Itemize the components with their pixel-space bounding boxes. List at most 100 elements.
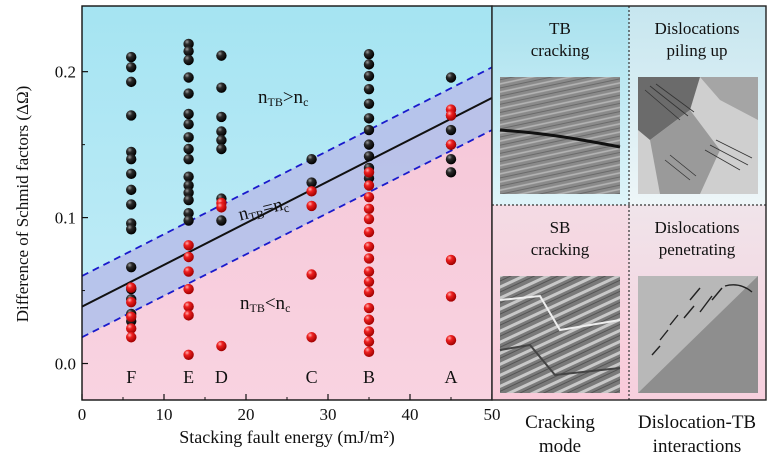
data-point-red	[363, 241, 375, 252]
boundary-line	[82, 97, 492, 308]
data-point-black	[445, 124, 457, 136]
data-point-red	[306, 269, 317, 280]
data-point-black	[183, 180, 194, 191]
caption-dislocation-tb-line2: interactions	[653, 436, 742, 457]
data-point-black	[216, 215, 227, 226]
data-point-red	[306, 200, 317, 212]
data-point-black	[183, 46, 194, 57]
panel-title-line2: piling up	[667, 41, 728, 60]
data-point-black	[363, 139, 375, 150]
data-point-black	[363, 98, 375, 109]
data-point-red	[363, 167, 375, 178]
caption-cracking-mode-line2: mode	[539, 436, 581, 457]
data-point-black	[363, 48, 375, 60]
data-point-red	[183, 240, 194, 251]
data-point-red	[183, 310, 194, 321]
data-point-black	[126, 154, 137, 165]
data-point-red	[363, 286, 375, 298]
data-point-red	[363, 180, 375, 191]
data-point-black	[216, 126, 227, 137]
micrograph-image-sb-cracking	[499, 276, 621, 393]
data-point-black	[363, 59, 375, 70]
material-label: F	[126, 367, 136, 387]
data-point-black	[183, 208, 194, 219]
data-point-black	[126, 184, 137, 196]
data-point-red	[445, 254, 457, 266]
x-tick-label: 50	[484, 405, 501, 424]
data-point-red	[126, 323, 137, 334]
panel-title-line2: cracking	[531, 41, 590, 60]
x-tick-label: 0	[78, 405, 87, 424]
data-point-black	[216, 50, 227, 61]
data-point-black	[183, 215, 194, 226]
data-point-black	[216, 143, 227, 155]
data-point-black	[306, 177, 317, 188]
material-label: C	[306, 367, 318, 387]
micrograph-image-dislocations-penetrating	[638, 276, 758, 393]
panel-title-line1: Dislocations	[655, 218, 740, 237]
data-point-black	[363, 83, 375, 95]
material-label: D	[215, 367, 228, 387]
data-point-black	[183, 171, 194, 182]
data-point-red	[363, 314, 375, 325]
x-tick-label: 10	[156, 405, 173, 424]
data-point-black	[363, 70, 375, 82]
data-point-red	[126, 311, 137, 323]
data-point-red	[183, 301, 194, 312]
data-point-black	[363, 124, 375, 136]
data-point-red	[363, 266, 375, 277]
data-point-black	[126, 168, 137, 180]
data-point-black	[126, 199, 137, 210]
data-point-red	[445, 334, 457, 346]
data-points	[126, 38, 457, 360]
x-tick-label: 40	[402, 405, 419, 424]
panel-title-line1: TB	[549, 19, 571, 38]
data-point-red	[306, 332, 317, 343]
data-point-black	[183, 143, 194, 155]
data-point-red	[363, 203, 375, 215]
y-axis-label: Difference of Schmid factors (ΔΩ)	[13, 86, 32, 323]
region-label-upper: nTB>nc	[258, 87, 308, 109]
data-point-red	[183, 251, 194, 263]
data-point-black	[183, 72, 194, 83]
data-point-red	[306, 186, 317, 197]
data-point-black	[363, 113, 375, 124]
data-point-red	[363, 326, 375, 337]
micrograph-image-dislocations-piling-up	[638, 77, 758, 194]
data-point-black	[216, 135, 227, 146]
micrograph-image-tb-cracking	[499, 77, 621, 194]
panel-title-line1: Dislocations	[655, 19, 740, 38]
data-point-red	[445, 291, 457, 302]
data-point-black	[216, 82, 227, 93]
material-label: A	[445, 367, 458, 387]
data-point-red	[363, 213, 375, 225]
data-point-red	[363, 302, 375, 314]
data-point-black	[183, 38, 194, 50]
micrograph-panels: TB cracking Dislocations piling up SB cr…	[491, 5, 767, 401]
panel-title-line1: SB	[550, 218, 571, 237]
data-point-red	[126, 332, 137, 343]
data-point-red	[363, 253, 375, 264]
caption-dislocation-tb-line1: Dislocation-TB	[638, 412, 756, 433]
data-point-red	[126, 297, 137, 308]
data-point-red	[363, 276, 375, 287]
data-point-black	[445, 154, 457, 165]
y-tick-label: 0.1	[55, 209, 76, 228]
data-point-red	[363, 226, 375, 238]
data-point-red	[363, 191, 375, 203]
data-point-red	[216, 202, 227, 213]
data-point-black	[363, 151, 375, 162]
band-upper-dashed-line	[82, 66, 492, 277]
axis-ticks: 0 10 20 30 40 50 0.0 0.1 0.2	[55, 63, 501, 424]
panel-title-line2: penetrating	[659, 240, 736, 259]
data-point-black	[126, 262, 137, 273]
data-point-red	[183, 283, 194, 295]
data-point-black	[183, 119, 194, 130]
data-point-black	[126, 110, 137, 121]
data-point-black	[183, 108, 194, 120]
data-point-red	[445, 139, 457, 150]
data-point-red	[216, 340, 227, 352]
data-point-black	[183, 132, 194, 143]
data-point-black	[126, 76, 137, 88]
